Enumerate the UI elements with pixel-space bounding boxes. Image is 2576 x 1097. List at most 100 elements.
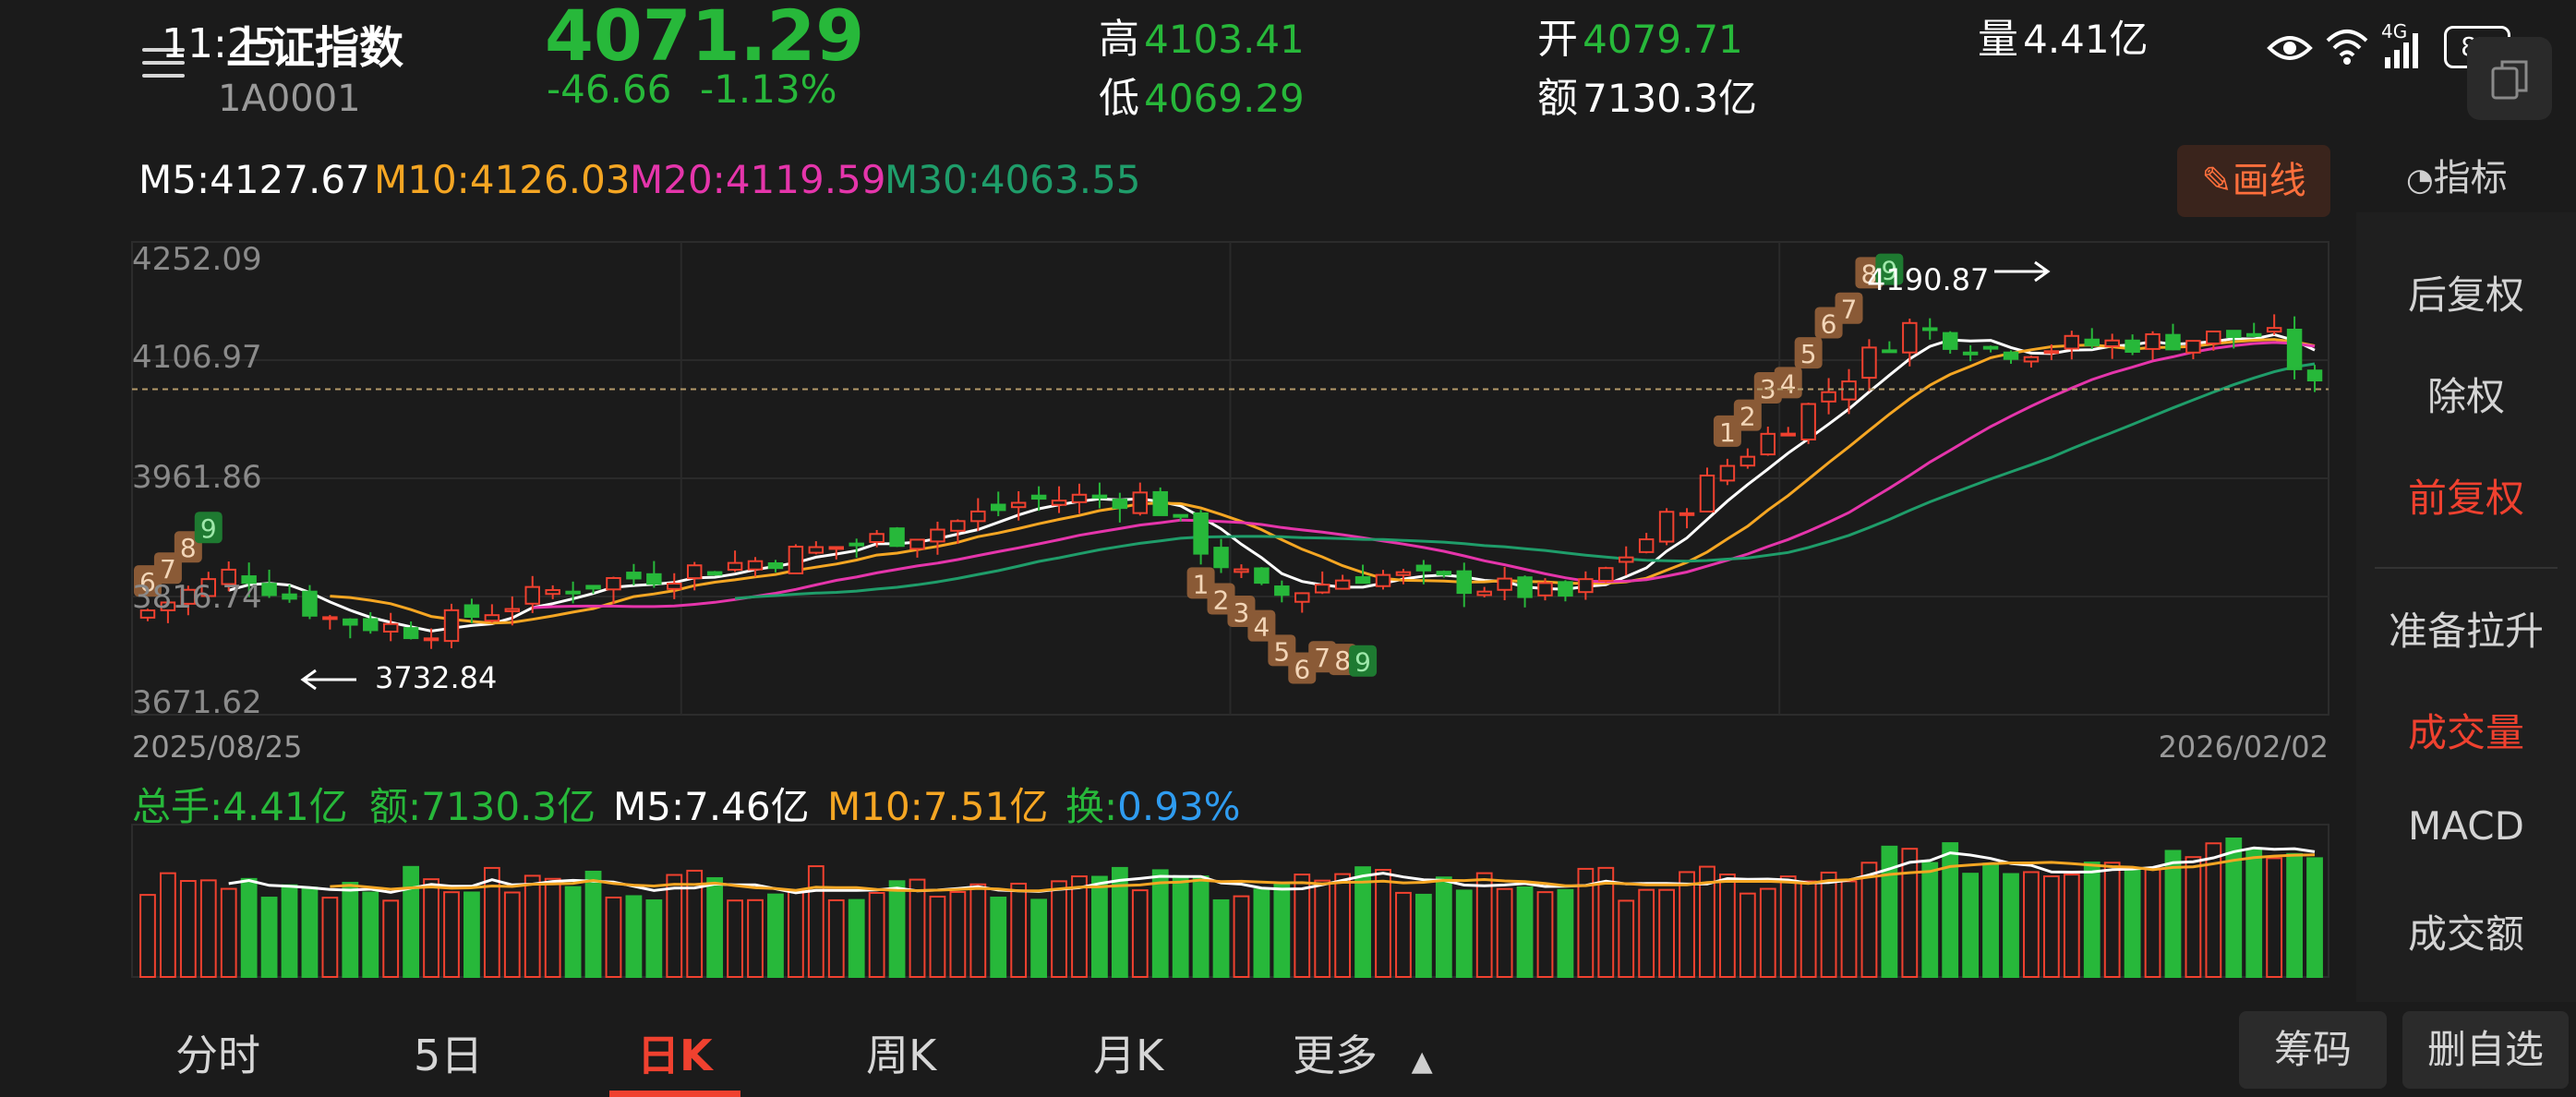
candle-up — [1618, 556, 1634, 563]
volume-bar-up — [1071, 875, 1088, 978]
last-price: 4071.29 — [545, 0, 865, 77]
tab-weekly-k[interactable]: 周K — [866, 1031, 937, 1080]
y-tick-0: 4252.09 — [132, 241, 262, 278]
volume-bar-up — [666, 874, 683, 978]
td-marker-digit: 7 — [1841, 295, 1858, 325]
candle-up — [930, 528, 945, 543]
td-marker-digit: 3 — [1234, 597, 1250, 628]
candle-up — [1334, 579, 1351, 590]
td-marker: 4 — [1247, 609, 1276, 643]
volume-bar-up — [321, 897, 339, 978]
candle-up — [1071, 493, 1088, 503]
draw-line-button[interactable]: ✎画线 — [2177, 145, 2330, 217]
stock-name: 上证指数 — [226, 22, 404, 74]
remove-favorite-button[interactable]: 删自选 — [2402, 1011, 2569, 1089]
indicator-button[interactable]: ◔指标 — [2406, 148, 2508, 201]
y-tick-2: 3961.86 — [132, 459, 262, 496]
td-marker-badge — [1875, 253, 1904, 285]
chips-button[interactable]: 筹码 — [2239, 1011, 2387, 1089]
volume-bar-down — [362, 891, 379, 978]
window-toggle-button[interactable] — [2467, 37, 2552, 120]
copy-icon — [2491, 60, 2528, 100]
candle-down — [2286, 328, 2303, 370]
x-end-date: 2026/02/02 — [2159, 729, 2329, 765]
candle-up — [1841, 380, 1857, 401]
td-marker-digit: 1 — [1719, 417, 1736, 448]
menu-icon[interactable] — [138, 37, 190, 89]
candle-up — [221, 568, 236, 585]
rp-item-macd[interactable]: MACD — [2408, 803, 2524, 849]
rp-item-ex-rights[interactable]: 除权 — [2426, 374, 2505, 419]
indicator-label: 指标 — [2433, 157, 2508, 199]
candle-down — [585, 585, 601, 590]
rp-item-post-adjust[interactable]: 后复权 — [2407, 272, 2524, 318]
candle-up — [2104, 339, 2120, 347]
candle-up — [1598, 567, 1614, 582]
volume-bar-down — [1091, 875, 1108, 978]
candle-up — [686, 564, 703, 580]
candle-up — [1760, 432, 1776, 456]
x-start-date: 2025/08/25 — [132, 729, 302, 765]
volume-bar-up — [909, 878, 926, 979]
rp-item-ready-rise[interactable]: 准备拉升 — [2388, 609, 2544, 654]
candle-up — [909, 538, 925, 550]
rp-item-amount[interactable]: 成交额 — [2407, 911, 2524, 957]
tab-intraday[interactable]: 分时 — [175, 1031, 260, 1080]
candle-up — [504, 608, 521, 612]
candle-down — [991, 503, 1006, 512]
caret-up-icon: ▲ — [1411, 1045, 1433, 1078]
volume-bar-down — [1557, 888, 1574, 979]
candle-down — [261, 583, 277, 597]
open-quote: 开 4079.71 — [1537, 6, 1743, 65]
tab-monthly-k[interactable]: 月K — [1093, 1031, 1164, 1080]
td-marker: 9 — [1875, 253, 1904, 286]
tab-daily-k[interactable]: 日K — [637, 1031, 713, 1080]
tab-5day[interactable]: 5日 — [414, 1031, 484, 1080]
tab-more[interactable]: 更多 ▲ — [1293, 1022, 1433, 1083]
td-marker-badge — [1733, 399, 1762, 431]
volume-bar-up — [727, 899, 743, 979]
td-marker-badge — [1349, 645, 1378, 677]
volume-bar-down — [2003, 873, 2019, 978]
volume-bar-up — [1475, 872, 1493, 979]
candle-up — [139, 609, 156, 619]
candle-up — [180, 588, 197, 605]
volume-bar-down — [1962, 873, 1980, 979]
volume-bar-up — [1314, 879, 1331, 979]
volume-bar-up — [139, 894, 156, 979]
volume-amount: 额:7130.3亿 — [369, 784, 596, 829]
rp-item-volume[interactable]: 成交量 — [2407, 710, 2524, 755]
turnover-value: 0.93% — [1117, 784, 1241, 829]
status-time: 11:25 — [162, 20, 279, 67]
rp-item-pre-adjust[interactable]: 前复权 — [2407, 476, 2524, 521]
candle-down — [565, 590, 581, 595]
quote-header: 上证指数 11:25 1A0001 4071.29 -46.66 -1.13% … — [0, 0, 2576, 134]
candle-down — [626, 572, 642, 580]
td-marker-digit: 8 — [180, 533, 197, 563]
volume-bar-up — [199, 879, 217, 978]
candle-down — [1962, 351, 1979, 356]
candle-down — [1193, 512, 1209, 555]
volume-bar-down — [2164, 850, 2182, 978]
volume-bar-up — [605, 896, 622, 978]
ma20-line — [532, 341, 2316, 609]
candle-up — [1658, 511, 1675, 543]
open-value: 4079.71 — [1583, 17, 1743, 62]
price-adjust-panel: 后复权 除权 前复权 准备拉升 成交量 MACD 成交额 — [2356, 212, 2576, 1002]
ma30-label: M30:4063.55 — [885, 157, 1141, 202]
volume-bar-up — [2144, 868, 2161, 979]
td-marker: 5 — [1794, 337, 1823, 369]
low-quote: 低 4069.29 — [1099, 65, 1305, 124]
eye-icon — [2267, 36, 2313, 60]
volume-bars — [139, 838, 2323, 979]
volume-bar-up — [1658, 888, 1676, 978]
volume-bar-down — [2124, 867, 2141, 979]
candle-up — [950, 520, 966, 532]
candle-down — [403, 627, 419, 640]
network-label: 4G — [2381, 20, 2408, 42]
volume-bar-down — [1942, 842, 1959, 979]
volume-bar-up — [1699, 865, 1715, 978]
candle-up — [443, 609, 460, 643]
volume-bar-down — [645, 899, 663, 979]
